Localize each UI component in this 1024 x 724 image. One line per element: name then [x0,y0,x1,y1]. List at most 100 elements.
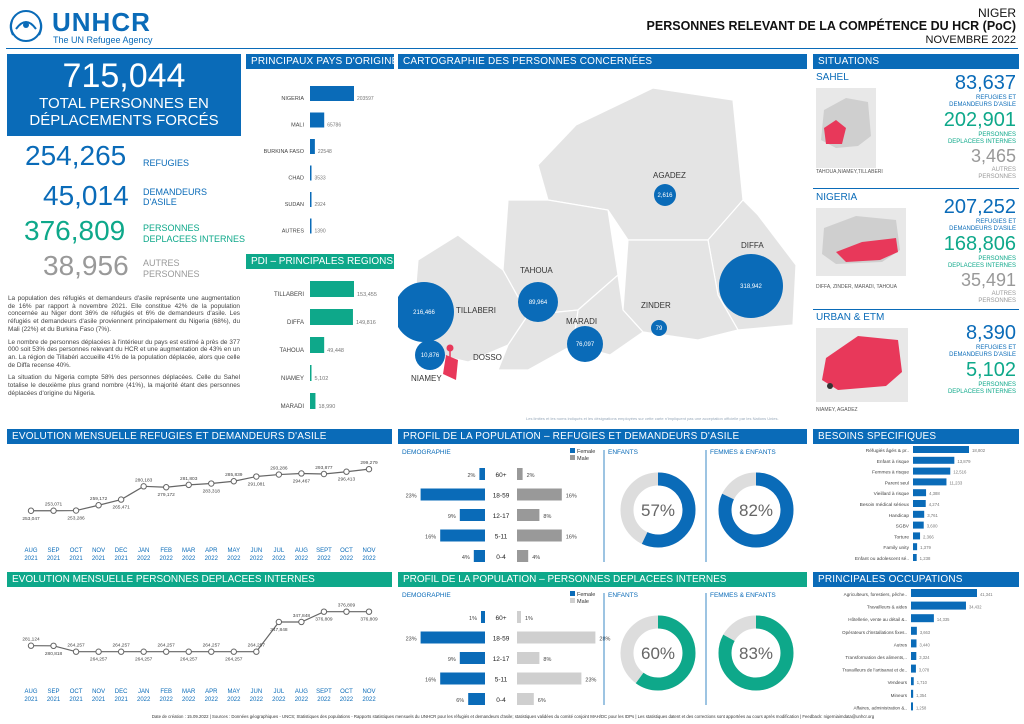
bubble-label-maradi: 76,097 [576,342,595,348]
x-tick-label: 2021 [92,697,106,703]
bar-value-label: 4,388 [929,491,940,496]
data-point [275,471,283,478]
urban-ref-label-2: DEMANDEURS D'ASILE [949,352,1016,358]
data-point [275,618,283,626]
x-tick-label: 2022 [250,556,264,562]
data-point [117,496,125,503]
male-bar [517,509,540,521]
bubble-zinder [651,320,667,336]
data-point [230,648,238,655]
nigeria-ref-label-1: REFUGIES ET [975,219,1016,225]
data-point [117,648,125,655]
male-pct-label: 1% [525,616,533,622]
x-tick-label: 2021 [47,556,61,562]
x-tick-label: 2021 [47,697,61,703]
male-bar [517,611,521,623]
data-label: 281,803 [180,476,198,482]
bar [913,521,924,529]
x-tick-label: 2022 [160,697,174,703]
legend-female-label: Female [577,592,595,598]
male-pct-label: 16% [566,535,577,541]
x-tick-label: AUG [24,689,37,695]
occupations-chart: Agriculteurs, forestiers, pêche.. 41,341 T… [842,589,993,711]
bar-category-label: Enfant ou adolescent sé.. [855,556,909,562]
bar-value-label: 1,710 [917,680,928,685]
data-point [140,483,147,490]
x-tick-label: OCT [340,548,353,554]
male-bar [517,488,562,501]
pdi-value: 376,809 [24,215,126,246]
legend-male-swatch [570,598,575,603]
bubble-label-diffa: 318,942 [740,284,762,290]
bar [310,165,312,181]
urban-pdi-label-1: PERSONNES [978,382,1016,388]
x-tick-label: 2022 [205,556,219,562]
x-tick-label: DEC [115,548,128,554]
bubble-diffa [719,254,783,318]
bar [911,589,977,597]
female-bar [459,652,485,664]
nigeria-pdi-label-2: DEPLACEES INTERNES [947,263,1016,269]
bar-value-label: 203597 [357,96,374,102]
bar [310,309,353,325]
text-block: La population des réfugiés et demandeurs… [8,295,240,397]
demandeurs-label-2: D'ASILE [143,197,177,207]
header-date: NOVEMBRE 2022 [925,34,1016,46]
x-tick-label: AUG [295,548,308,554]
situation-urban: URBAN & ETM NIAMEY, AGADEZ 8,390 REFUGIE… [813,312,1019,422]
female-pct-label: 16% [425,678,436,684]
data-point [185,481,192,489]
bar [911,677,914,686]
male-bar [517,529,562,542]
bar-value-label: 18,990 [318,404,335,410]
urban-caption: NIAMEY, AGADEZ [816,407,858,413]
logo-text: UNHCR [52,7,151,37]
autres-value: 38,956 [43,250,129,281]
male-bar [517,631,596,644]
bubble-labels: 2,616 89,964 216,466 10,876 76,097 79 31… [413,193,762,359]
female-bar [459,509,485,521]
data-label: 347,848 [270,627,288,633]
bar-value-label: 1390 [315,229,326,235]
data-label: 264,257 [135,657,153,663]
situation-sahel-title: SAHEL [816,72,849,83]
x-tick-label: NOV [92,548,105,554]
x-tick-label: 2022 [250,697,264,703]
map-region-shapes [412,87,797,371]
data-label: 347,848 [293,613,311,619]
bubble-label-tillaberi: 216,466 [413,310,435,316]
situation-nigeria-title: NIGERIA [816,192,858,203]
bar-category-label: MALI [291,123,304,129]
age-group-label: 0-4 [496,554,506,561]
data-label: 264,257 [67,643,85,649]
x-tick-label: APR [205,548,218,554]
sahel-mini-map [816,88,876,168]
data-label: 264,257 [158,643,176,649]
bar [913,532,921,540]
female-bar [440,529,485,542]
donut-title: FEMMES & ENFANTS [710,449,776,456]
legend-male-swatch [570,455,575,460]
female-pct-label: 23% [406,637,417,643]
x-tick-label: 2022 [272,556,286,562]
x-tick-label: 2021 [92,556,106,562]
sahel-ref-label-1: REFUGIES ET [975,95,1016,101]
legend-female-label: Female [577,449,595,455]
demographie-label: DEMOGRAPHIE [402,592,451,599]
nigeria-autres-value: 35,491 [960,270,1016,290]
series-line [30,611,369,653]
bar [310,139,315,154]
bubble-label-agadez: 2,616 [657,193,673,199]
female-bar [420,631,485,644]
pays-origine-header: PRINCIPAUX PAYS D'ORIGINE [246,54,394,69]
x-tick-label: OCT [340,689,353,695]
data-label: 293,286 [270,466,288,472]
data-label: 281,124 [22,637,40,643]
sahel-autres-label-1: AUTRES [991,167,1016,173]
data-label: 376,809 [360,617,378,623]
male-bar [517,693,534,705]
map-label-dosso: DOSSO [473,353,502,362]
paragraph-2: Le nombre de personnes déplacées à l'int… [8,338,240,369]
sahel-autres-value: 3,465 [970,146,1016,166]
x-tick-label: 2022 [205,697,219,703]
